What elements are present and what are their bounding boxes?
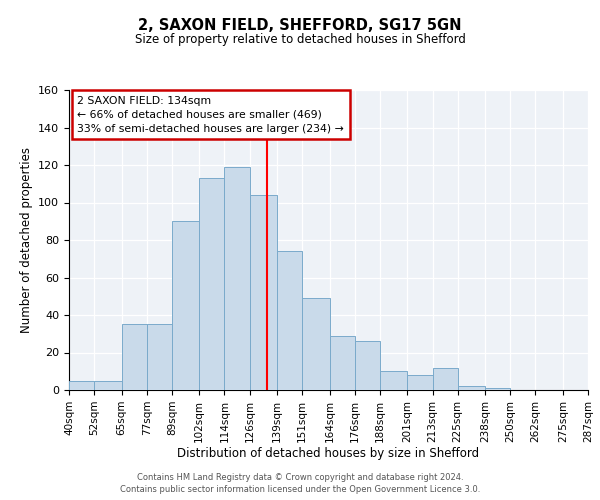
Bar	[433, 368, 458, 390]
Bar	[122, 324, 147, 390]
Bar	[224, 167, 250, 390]
Bar	[407, 375, 433, 390]
Text: Contains HM Land Registry data © Crown copyright and database right 2024.: Contains HM Land Registry data © Crown c…	[137, 473, 463, 482]
Bar	[277, 251, 302, 390]
Text: 2, SAXON FIELD, SHEFFORD, SG17 5GN: 2, SAXON FIELD, SHEFFORD, SG17 5GN	[138, 18, 462, 32]
Text: 2 SAXON FIELD: 134sqm
← 66% of detached houses are smaller (469)
33% of semi-det: 2 SAXON FIELD: 134sqm ← 66% of detached …	[77, 96, 344, 134]
Bar	[485, 388, 510, 390]
Text: Size of property relative to detached houses in Shefford: Size of property relative to detached ho…	[134, 32, 466, 46]
Bar	[250, 195, 277, 390]
Bar	[94, 380, 122, 390]
Bar	[172, 221, 199, 390]
Bar	[329, 336, 355, 390]
Bar	[147, 324, 172, 390]
X-axis label: Distribution of detached houses by size in Shefford: Distribution of detached houses by size …	[178, 448, 479, 460]
Bar	[355, 341, 380, 390]
Y-axis label: Number of detached properties: Number of detached properties	[20, 147, 32, 333]
Text: Contains public sector information licensed under the Open Government Licence 3.: Contains public sector information licen…	[120, 486, 480, 494]
Bar	[458, 386, 485, 390]
Bar	[199, 178, 224, 390]
Bar	[302, 298, 329, 390]
Bar	[380, 371, 407, 390]
Bar	[69, 380, 94, 390]
